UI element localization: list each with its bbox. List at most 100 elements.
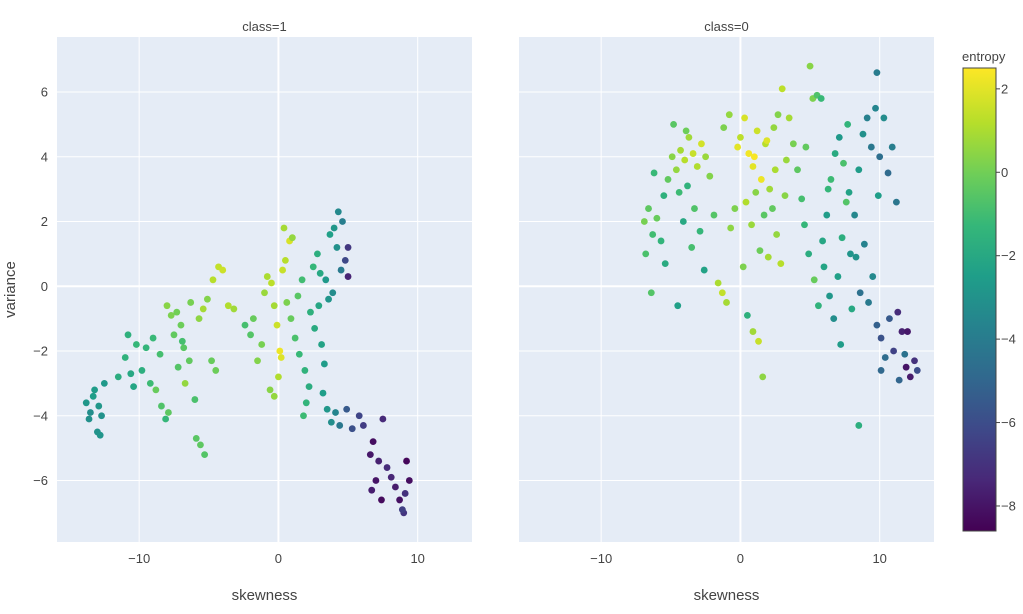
- data-point: [333, 244, 341, 251]
- data-point: [750, 153, 758, 161]
- data-point: [672, 166, 680, 174]
- data-point: [288, 234, 296, 242]
- data-point: [664, 176, 672, 183]
- data-point: [835, 133, 843, 141]
- gridlines-class-0: [519, 37, 934, 542]
- data-point: [660, 192, 668, 200]
- data-point: [249, 315, 257, 323]
- data-point: [348, 425, 356, 433]
- data-point: [645, 205, 652, 212]
- data-point: [375, 457, 383, 465]
- data-point: [149, 334, 157, 342]
- data-point: [156, 350, 164, 358]
- data-point: [684, 182, 691, 190]
- data-point: [276, 347, 284, 355]
- data-point: [344, 273, 352, 280]
- data-point: [657, 237, 665, 245]
- data-point: [379, 415, 387, 423]
- data-point: [725, 111, 733, 119]
- x-axis-title-class-1: skewness: [232, 587, 298, 604]
- data-point: [794, 166, 801, 174]
- data-point: [146, 379, 154, 387]
- data-point: [773, 231, 781, 238]
- data-point: [396, 496, 403, 504]
- data-point: [743, 311, 751, 319]
- data-point: [130, 383, 137, 391]
- data-point: [823, 211, 831, 219]
- data-point: [209, 276, 217, 284]
- data-point: [201, 451, 209, 458]
- data-point: [739, 263, 747, 271]
- data-point: [749, 163, 757, 170]
- data-point: [177, 321, 185, 329]
- data-point: [856, 289, 864, 297]
- data-point: [778, 85, 786, 93]
- data-point: [378, 496, 385, 504]
- data-point: [366, 451, 374, 458]
- data-point: [906, 373, 914, 381]
- data-point: [323, 405, 331, 413]
- data-point: [185, 357, 193, 365]
- data-point: [777, 260, 785, 268]
- data-point: [757, 176, 765, 183]
- data-point: [766, 185, 774, 193]
- gridlines-class-1: [57, 37, 472, 542]
- data-point: [834, 273, 842, 280]
- data-point: [191, 396, 199, 403]
- data-point: [698, 140, 705, 148]
- data-point: [294, 292, 302, 300]
- data-point: [181, 379, 189, 387]
- x-tick-label: 0: [737, 551, 744, 566]
- y-tick-labels-class-1: −6 −4 −2 0 2 4 6: [33, 85, 48, 488]
- x-tick-label: 10: [410, 551, 424, 566]
- data-point: [208, 357, 215, 365]
- data-point: [174, 363, 182, 371]
- data-point: [359, 422, 367, 429]
- data-point: [270, 392, 278, 400]
- data-point: [344, 244, 352, 251]
- facet-title-class-1: class=1: [242, 19, 286, 34]
- y-axis-title: variance: [2, 261, 19, 318]
- colorbar: entropy 2 0 −2 −4 −6 −8: [962, 49, 1016, 532]
- data-point: [158, 402, 165, 410]
- data-point: [759, 373, 767, 381]
- data-point: [273, 321, 281, 329]
- data-point: [894, 308, 902, 316]
- data-point: [124, 331, 132, 339]
- data-point: [737, 133, 744, 141]
- data-point: [650, 169, 658, 177]
- data-point: [789, 140, 797, 148]
- data-point: [771, 166, 779, 174]
- data-point: [867, 143, 875, 151]
- data-point: [693, 163, 701, 170]
- data-point: [268, 279, 275, 287]
- data-point: [266, 386, 274, 394]
- data-point: [901, 350, 909, 358]
- data-point: [341, 256, 349, 264]
- data-point: [307, 308, 314, 316]
- data-point: [801, 221, 808, 229]
- points-class-1: [82, 208, 413, 517]
- data-point: [852, 253, 860, 261]
- x-tick-label: 0: [275, 551, 282, 566]
- data-point: [279, 266, 287, 274]
- data-point: [95, 402, 103, 410]
- data-point: [723, 299, 730, 306]
- data-point: [82, 399, 90, 407]
- data-point: [842, 198, 850, 206]
- data-point: [263, 273, 271, 280]
- data-point: [163, 302, 171, 310]
- data-point: [332, 409, 339, 416]
- data-point: [114, 373, 122, 381]
- data-point: [372, 477, 380, 484]
- data-point: [383, 464, 391, 471]
- data-point: [689, 150, 697, 157]
- data-point: [403, 457, 410, 465]
- data-point: [859, 130, 867, 138]
- x-tick-labels-class-0: −10 0 10: [590, 551, 887, 566]
- data-point: [805, 250, 813, 258]
- facet-title-class-0: class=0: [704, 19, 748, 34]
- data-point: [167, 311, 175, 319]
- data-point: [830, 315, 838, 323]
